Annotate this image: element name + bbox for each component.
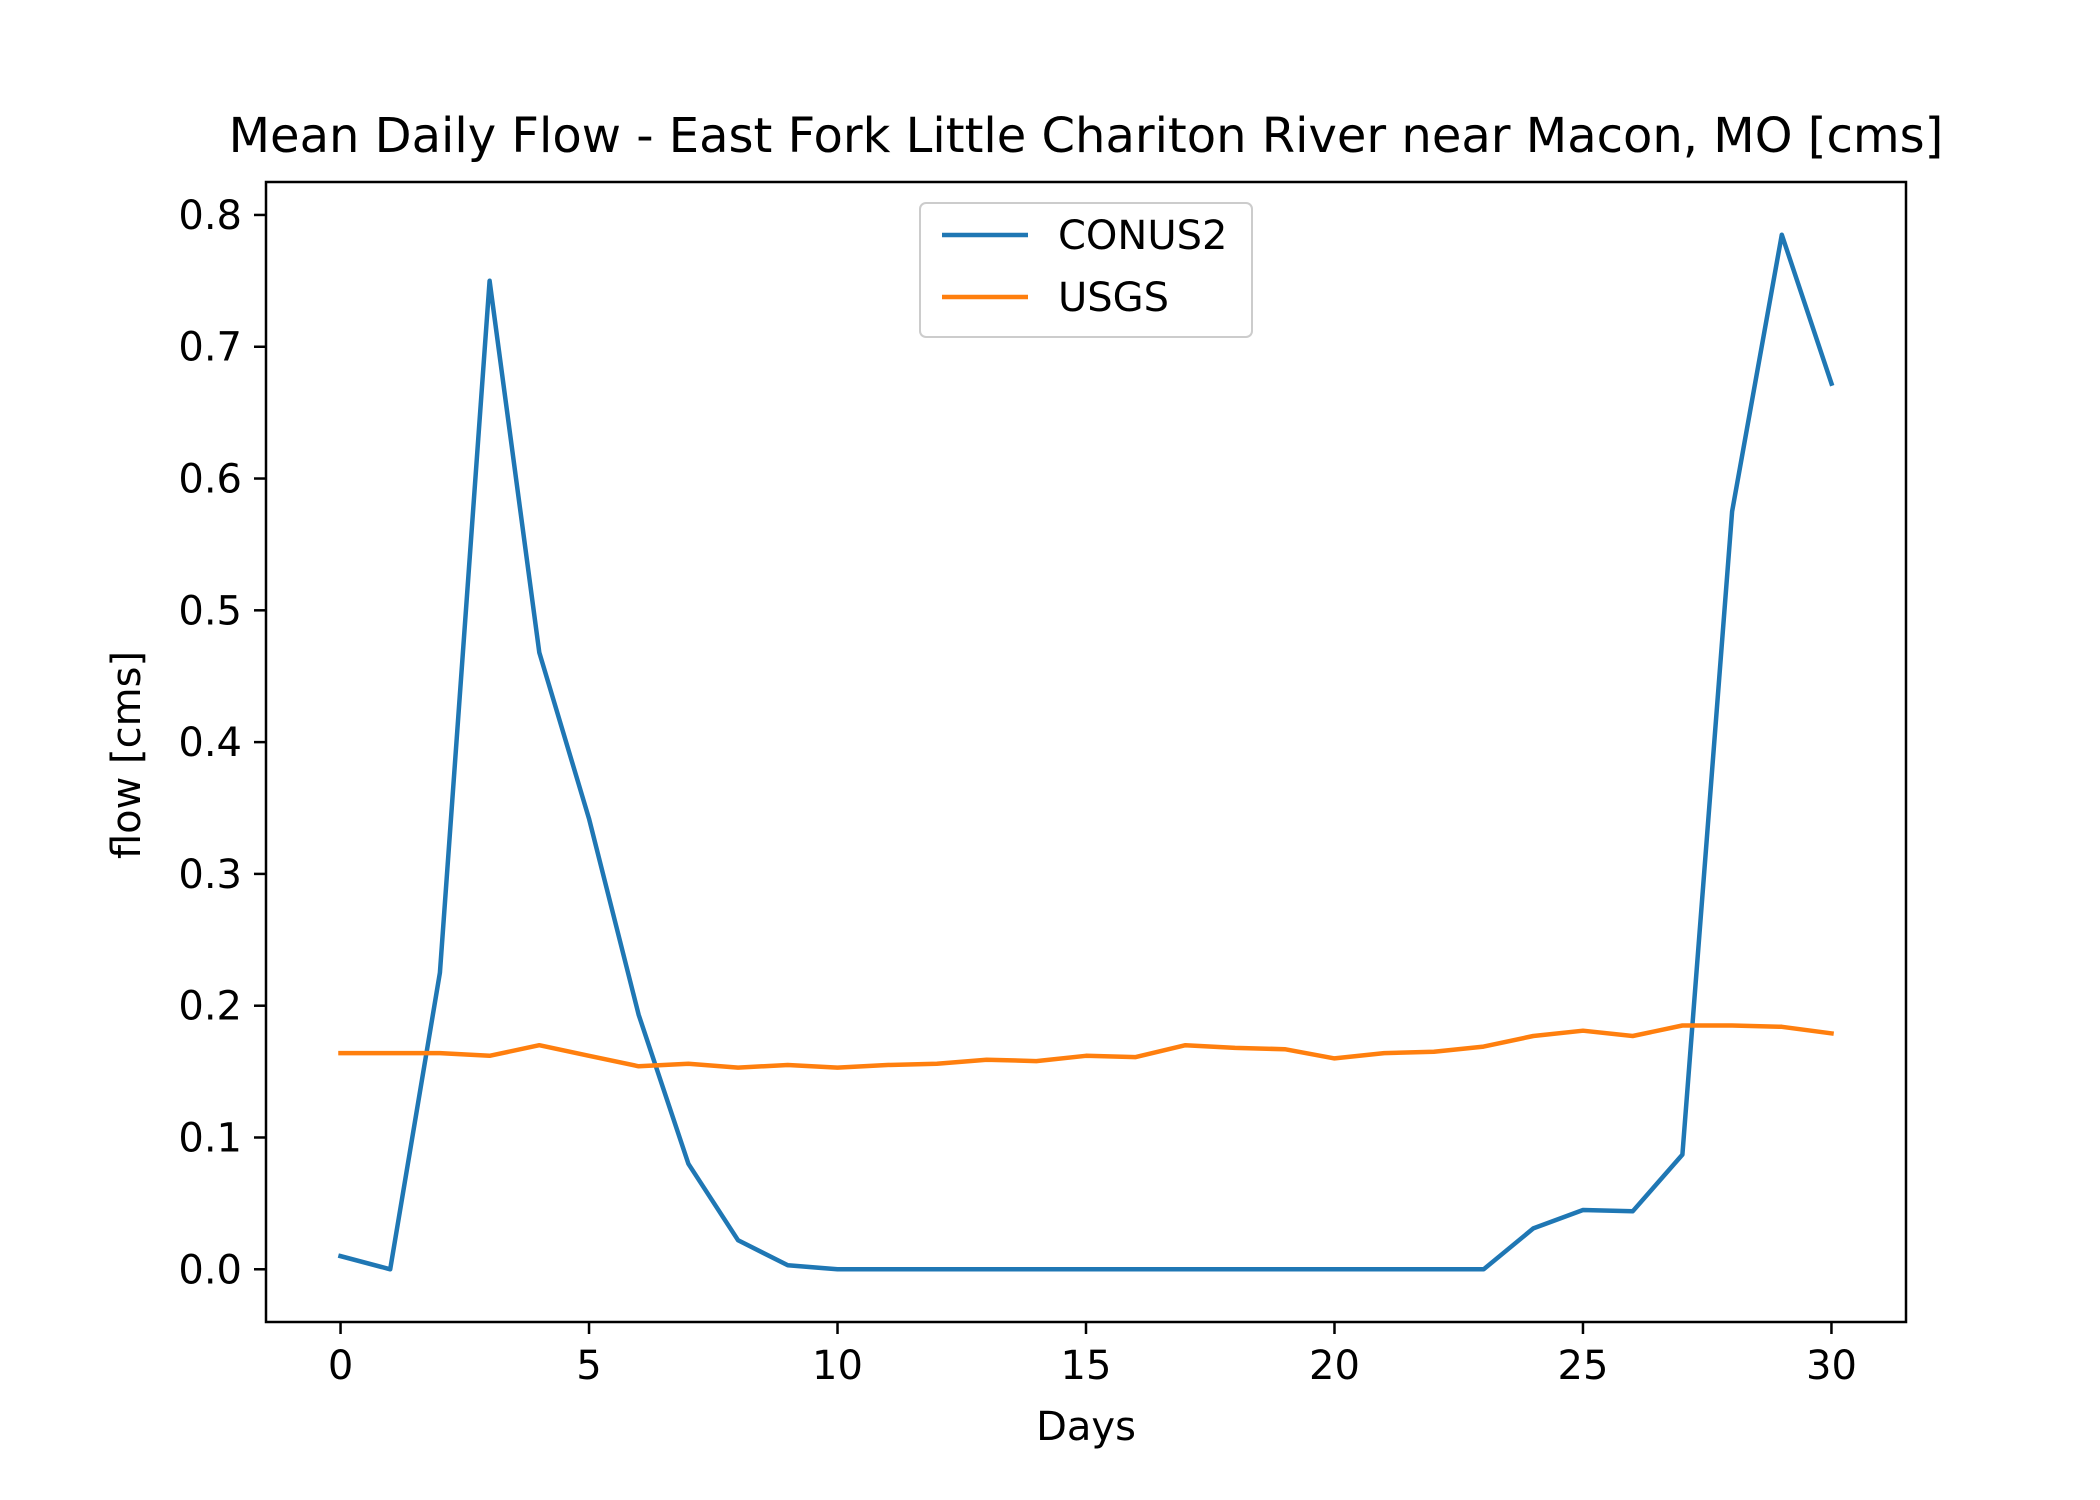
series-layer xyxy=(337,232,1835,1272)
y-tick-label: 0.8 xyxy=(178,193,242,239)
legend-label-conus2: CONUS2 xyxy=(1058,213,1227,259)
legend-label-usgs: USGS xyxy=(1058,275,1169,321)
y-tick-label: 0.3 xyxy=(178,852,242,898)
plot-background xyxy=(266,182,1906,1322)
y-tick-label: 0.5 xyxy=(178,588,242,634)
x-tick-label: 0 xyxy=(328,1343,353,1389)
x-tick-label: 30 xyxy=(1806,1343,1857,1389)
x-tick-label: 10 xyxy=(812,1343,863,1389)
legend: CONUS2 USGS xyxy=(919,202,1253,338)
y-tick-label: 0.1 xyxy=(178,1115,242,1161)
y-tick-label: 0.0 xyxy=(178,1247,242,1293)
y-tick-label: 0.2 xyxy=(178,984,242,1030)
y-tick-label: 0.6 xyxy=(178,457,242,503)
series-line-usgs xyxy=(338,1023,1835,1070)
y-tick-label: 0.7 xyxy=(178,325,242,371)
series-line-conus2 xyxy=(337,232,1835,1272)
x-tick-label: 25 xyxy=(1558,1343,1609,1389)
axes-layer: 0 5 10 15 20 25 30 0.0 0.1 0.2 0.3 0.4 0.5 0.6 0.7 0.8 xyxy=(178,180,1908,1389)
x-tick-label: 5 xyxy=(576,1343,601,1389)
chart-title: Mean Daily Flow - East Fork Little Chari… xyxy=(229,108,1944,164)
x-tick-label: 15 xyxy=(1061,1343,1112,1389)
x-axis-label: Days xyxy=(1036,1404,1136,1450)
plot-area xyxy=(266,182,1906,1322)
y-tick-label: 0.4 xyxy=(178,720,242,766)
y-axis-label: flow [cms] xyxy=(104,651,150,859)
x-tick-label: 20 xyxy=(1309,1343,1360,1389)
